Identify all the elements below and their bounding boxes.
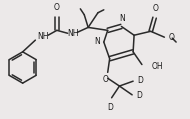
Text: NH: NH: [37, 32, 49, 41]
Text: D: D: [108, 103, 114, 112]
Text: O: O: [54, 3, 60, 12]
Text: D: D: [136, 91, 142, 100]
Text: NH: NH: [67, 29, 78, 38]
Text: OH: OH: [152, 62, 163, 71]
Text: O: O: [168, 33, 174, 42]
Text: O: O: [153, 4, 158, 13]
Text: N: N: [94, 37, 100, 46]
Text: D: D: [137, 76, 143, 85]
Text: O: O: [103, 75, 109, 84]
Text: N: N: [120, 14, 125, 22]
